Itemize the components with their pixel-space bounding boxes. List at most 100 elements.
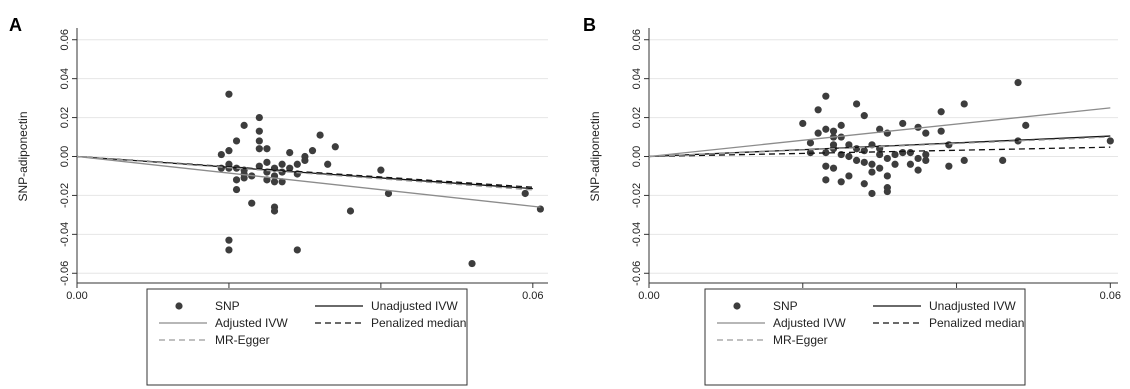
snp-point: [852, 100, 861, 108]
snp-point: [1014, 137, 1022, 145]
x-tick-label: 0.06: [522, 290, 543, 302]
panel-a: A-0.06-0.04-0.020.000.020.040.060.000.02…: [9, 15, 548, 386]
snp-point: [883, 187, 891, 196]
snp-point: [906, 149, 915, 157]
line-adjusted-ivw: [76, 155, 541, 208]
legend-box: [704, 288, 1026, 386]
panel-label: B: [583, 15, 596, 35]
legend-label-adjusted-ivw: Adjusted IVW: [773, 316, 846, 330]
snp-point: [883, 154, 891, 163]
snp-point: [278, 178, 286, 186]
snp-point: [868, 168, 876, 176]
y-tick-label: 0.02: [59, 107, 71, 128]
snp-point: [286, 164, 294, 172]
snp-point: [837, 121, 845, 129]
y-tick-label: 0.04: [59, 68, 71, 89]
snp-point: [860, 158, 868, 166]
snp-point: [301, 156, 309, 164]
snp-point: [308, 147, 317, 155]
y-tick-label: 0.06: [59, 29, 71, 50]
snp-point: [225, 90, 233, 98]
snp-point: [891, 160, 899, 168]
snp-point: [868, 160, 876, 168]
snp-point: [286, 149, 294, 157]
legend-label-mr-egger: MR-Egger: [215, 333, 270, 347]
snp-point: [324, 160, 332, 168]
x-tick-label: 0.00: [638, 290, 659, 302]
legend-label-penalized-median: Penalized median: [929, 316, 1024, 330]
legend-label-snp: SNP: [773, 299, 798, 313]
legend: SNP Unadjusted IVW Adjusted IVW Penalized m…: [704, 288, 1026, 386]
line-unadjusted-ivw: [76, 155, 533, 190]
snp-point: [937, 127, 945, 135]
snp-point: [225, 147, 233, 155]
snp-point: [822, 149, 830, 157]
y-tick-label: -0.06: [631, 261, 643, 286]
snp-point: [316, 131, 324, 139]
snp-point: [240, 121, 248, 129]
snp-point: [822, 176, 830, 184]
snp-point: [232, 137, 241, 145]
snp-point: [384, 189, 393, 198]
snp-point: [1014, 78, 1022, 87]
snp-point: [999, 156, 1007, 164]
line-penalized-median: [76, 155, 533, 188]
snp-point: [899, 119, 907, 128]
y-axis-title: SNP-adiponectin: [16, 111, 30, 201]
snp-point: [331, 143, 339, 151]
y-tick-label: 0.06: [631, 29, 643, 50]
snp-point: [814, 129, 822, 137]
snp-point: [899, 149, 907, 157]
x-tick-label: 0.00: [66, 290, 87, 302]
y-tick-label: -0.04: [59, 222, 71, 247]
legend-label-unadjusted-ivw: Unadjusted IVW: [371, 299, 458, 313]
y-tick-label: -0.02: [631, 183, 643, 208]
snp-point: [521, 189, 529, 198]
snp-point: [837, 178, 845, 186]
snp-point: [255, 145, 263, 153]
snp-point: [829, 127, 838, 135]
y-tick-label: -0.04: [631, 222, 643, 247]
line-mr-egger: [76, 155, 533, 191]
snp-point: [845, 152, 853, 161]
snp-point: [860, 112, 868, 120]
snp-point: [914, 166, 922, 174]
snp-point: [377, 166, 385, 174]
snp-point: [883, 172, 891, 180]
snp-point: [937, 108, 945, 116]
snp-point: [270, 207, 279, 215]
snp-point: [814, 106, 822, 114]
legend-label-unadjusted-ivw: Unadjusted IVW: [929, 299, 1016, 313]
snp-point: [860, 180, 868, 188]
snp-point: [914, 154, 922, 163]
snp-point: [248, 199, 256, 207]
snp-point: [255, 127, 263, 135]
snp-point: [922, 129, 930, 137]
snp-point: [232, 185, 241, 194]
snp-point: [1106, 137, 1114, 145]
y-tick-label: 0.00: [59, 146, 71, 167]
y-tick-label: 0.04: [631, 68, 643, 89]
snp-point: [293, 160, 301, 168]
snp-point: [1022, 121, 1030, 129]
snp-point: [822, 125, 830, 133]
x-tick-label: 0.06: [1100, 290, 1121, 302]
snp-point: [263, 158, 271, 166]
snp-point: [232, 176, 241, 184]
snp-point: [876, 164, 884, 172]
snp-point: [960, 156, 968, 164]
line-mr-egger: [648, 136, 1111, 158]
snp-point: [822, 162, 830, 170]
snp-point: [876, 150, 884, 159]
panel-b: B-0.06-0.04-0.020.000.020.040.060.000.02…: [583, 15, 1121, 386]
snp-point: [852, 145, 861, 153]
snp-point: [270, 178, 279, 186]
snp-point: [278, 160, 286, 168]
snp-point: [806, 139, 815, 147]
snp-point: [922, 156, 930, 164]
snp-point: [852, 156, 861, 164]
snp-point: [263, 145, 271, 153]
snp-point: [945, 141, 953, 149]
y-tick-label: -0.06: [59, 261, 71, 286]
